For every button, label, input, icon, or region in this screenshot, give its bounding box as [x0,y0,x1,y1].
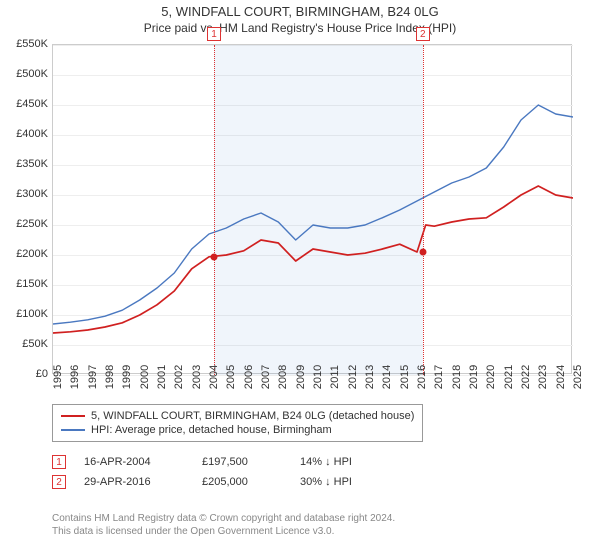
marker-box-2: 2 [416,27,430,41]
legend-swatch-property [61,415,85,417]
marker-line-2 [423,45,424,375]
y-axis-label: £350K [16,158,48,170]
y-axis-label: £400K [16,128,48,140]
x-axis-label: 2005 [225,365,237,389]
legend-label-property: 5, WINDFALL COURT, BIRMINGHAM, B24 0LG (… [91,410,414,422]
x-axis-label: 2025 [572,365,584,389]
marker-dot-2 [419,249,426,256]
x-axis-label: 2012 [347,365,359,389]
footer-line2: This data is licensed under the Open Gov… [52,525,395,538]
marker-box-1: 1 [207,27,221,41]
marker-row-box: 1 [52,455,66,469]
chart-subtitle: Price paid vs. HM Land Registry's House … [0,19,600,35]
legend-swatch-hpi [61,429,85,431]
y-axis-label: £0 [36,368,48,380]
x-axis-label: 2016 [416,365,428,389]
x-axis-label: 2015 [399,365,411,389]
chart-title: 5, WINDFALL COURT, BIRMINGHAM, B24 0LG [0,0,600,19]
x-axis-label: 2009 [295,365,307,389]
marker-line-1 [214,45,215,375]
legend: 5, WINDFALL COURT, BIRMINGHAM, B24 0LG (… [52,404,423,442]
chart-area: 12 £0£50K£100K£150K£200K£250K£300K£350K£… [52,44,572,374]
marker-row-box: 2 [52,475,66,489]
x-axis-label: 2004 [208,365,220,389]
x-axis-label: 2001 [156,365,168,389]
x-axis-label: 2018 [451,365,463,389]
x-axis-label: 2011 [329,365,341,389]
y-axis-label: £150K [16,278,48,290]
x-axis-label: 1997 [87,365,99,389]
marker-date: 16-APR-2004 [84,456,184,468]
x-axis-label: 2021 [503,365,515,389]
marker-dot-1 [211,253,218,260]
y-axis-label: £550K [16,38,48,50]
y-axis-label: £300K [16,188,48,200]
y-axis-label: £500K [16,68,48,80]
legend-hpi: HPI: Average price, detached house, Birm… [61,423,414,437]
x-axis-label: 2020 [485,365,497,389]
x-axis-label: 2000 [139,365,151,389]
y-axis-label: £450K [16,98,48,110]
x-axis-label: 2008 [277,365,289,389]
x-axis-label: 2019 [468,365,480,389]
series-svg [53,45,573,375]
x-axis-label: 1998 [104,365,116,389]
y-axis-label: £100K [16,308,48,320]
marker-delta: 30% ↓ HPI [300,476,390,488]
marker-table: 1 16-APR-2004 £197,500 14% ↓ HPI 2 29-APR-201… [52,452,390,492]
x-axis-label: 1999 [121,365,133,389]
legend-label-hpi: HPI: Average price, detached house, Birm… [91,424,332,436]
y-axis-label: £200K [16,248,48,260]
plot: 12 [52,44,572,374]
marker-row-2: 2 29-APR-2016 £205,000 30% ↓ HPI [52,472,390,492]
x-axis-label: 2013 [364,365,376,389]
x-axis-label: 1995 [52,365,64,389]
x-axis-label: 2017 [433,365,445,389]
x-axis-label: 2010 [312,365,324,389]
x-axis-label: 2024 [555,365,567,389]
marker-row-1: 1 16-APR-2004 £197,500 14% ↓ HPI [52,452,390,472]
x-axis-label: 2002 [173,365,185,389]
x-axis-label: 1996 [69,365,81,389]
y-axis-label: £50K [22,338,48,350]
marker-delta: 14% ↓ HPI [300,456,390,468]
x-axis-label: 2014 [381,365,393,389]
x-axis-label: 2007 [260,365,272,389]
footer: Contains HM Land Registry data © Crown c… [52,512,395,538]
x-axis-label: 2022 [520,365,532,389]
footer-line1: Contains HM Land Registry data © Crown c… [52,512,395,525]
legend-property: 5, WINDFALL COURT, BIRMINGHAM, B24 0LG (… [61,409,414,423]
x-axis-label: 2006 [243,365,255,389]
x-axis-label: 2003 [191,365,203,389]
marker-date: 29-APR-2016 [84,476,184,488]
marker-price: £205,000 [202,476,282,488]
marker-price: £197,500 [202,456,282,468]
y-axis-label: £250K [16,218,48,230]
x-axis-label: 2023 [537,365,549,389]
